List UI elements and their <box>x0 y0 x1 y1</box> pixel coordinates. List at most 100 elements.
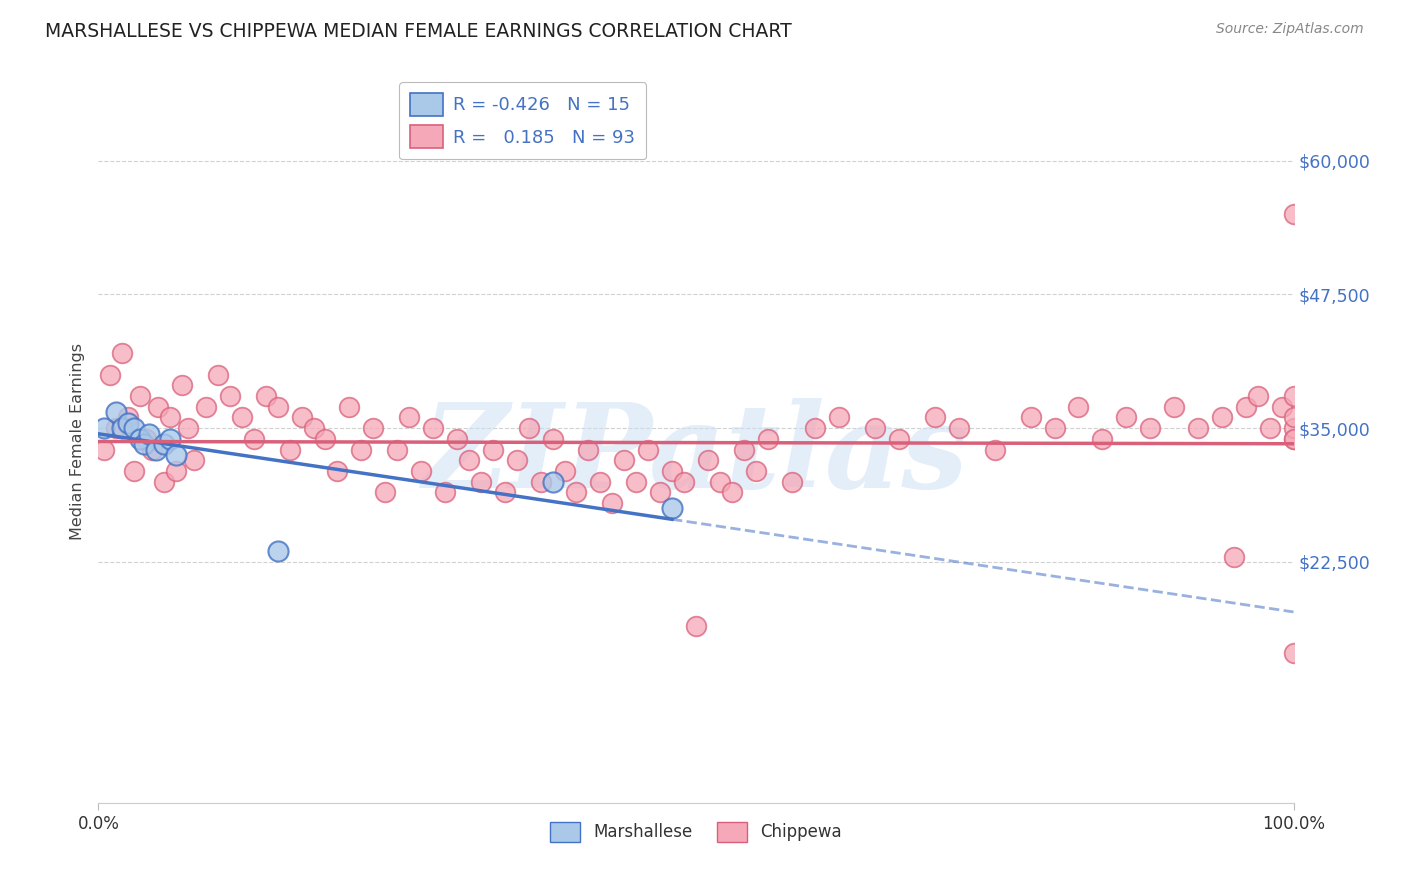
Point <box>183 453 205 467</box>
Point <box>1187 421 1209 435</box>
Point <box>1091 432 1114 446</box>
Point <box>177 421 200 435</box>
Point <box>374 485 396 500</box>
Point <box>1211 410 1233 425</box>
Point <box>363 421 385 435</box>
Point <box>1282 207 1305 221</box>
Point <box>661 501 683 516</box>
Point <box>685 619 707 633</box>
Point <box>602 496 624 510</box>
Point <box>141 442 163 457</box>
Point <box>673 475 696 489</box>
Point <box>924 410 946 425</box>
Point <box>117 416 139 430</box>
Point <box>733 442 755 457</box>
Point <box>948 421 970 435</box>
Point <box>1282 432 1305 446</box>
Point <box>541 475 564 489</box>
Point <box>153 475 176 489</box>
Point <box>889 432 911 446</box>
Point <box>207 368 229 382</box>
Point <box>458 453 481 467</box>
Point <box>145 442 167 457</box>
Point <box>984 442 1007 457</box>
Point <box>132 437 155 451</box>
Point <box>721 485 744 500</box>
Point <box>254 389 277 403</box>
Point <box>865 421 887 435</box>
Point <box>422 421 444 435</box>
Point <box>124 421 146 435</box>
Point <box>129 432 152 446</box>
Point <box>195 400 218 414</box>
Point <box>494 485 516 500</box>
Point <box>267 400 290 414</box>
Point <box>153 437 176 451</box>
Point <box>111 421 134 435</box>
Point <box>470 475 492 489</box>
Point <box>98 368 122 382</box>
Point <box>111 346 134 360</box>
Point <box>385 442 409 457</box>
Point <box>231 410 253 425</box>
Point <box>1282 646 1305 660</box>
Point <box>1043 421 1066 435</box>
Text: MARSHALLESE VS CHIPPEWA MEDIAN FEMALE EARNINGS CORRELATION CHART: MARSHALLESE VS CHIPPEWA MEDIAN FEMALE EA… <box>45 22 792 41</box>
Point <box>1282 410 1305 425</box>
Point <box>709 475 731 489</box>
Point <box>1282 432 1305 446</box>
Point <box>117 410 139 425</box>
Point <box>159 410 181 425</box>
Point <box>434 485 457 500</box>
Point <box>650 485 672 500</box>
Point <box>138 426 160 441</box>
Point <box>828 410 851 425</box>
Point <box>745 464 768 478</box>
Point <box>93 421 115 435</box>
Text: Source: ZipAtlas.com: Source: ZipAtlas.com <box>1216 22 1364 37</box>
Point <box>804 421 827 435</box>
Point <box>326 464 349 478</box>
Point <box>756 432 779 446</box>
Point <box>613 453 636 467</box>
Point <box>291 410 314 425</box>
Point <box>148 400 170 414</box>
Point <box>661 464 683 478</box>
Point <box>554 464 576 478</box>
Point <box>1163 400 1185 414</box>
Point <box>626 475 648 489</box>
Point <box>105 405 128 419</box>
Point <box>93 442 115 457</box>
Point <box>105 421 128 435</box>
Point <box>506 453 529 467</box>
Point <box>1282 389 1305 403</box>
Point <box>517 421 540 435</box>
Point <box>165 464 187 478</box>
Point <box>172 378 194 392</box>
Point <box>1234 400 1257 414</box>
Legend: Marshallese, Chippewa: Marshallese, Chippewa <box>543 815 849 848</box>
Point <box>398 410 420 425</box>
Text: ZIPatlas: ZIPatlas <box>423 399 969 514</box>
Point <box>267 544 290 558</box>
Point <box>446 432 468 446</box>
Point <box>302 421 325 435</box>
Point <box>278 442 301 457</box>
Point <box>411 464 433 478</box>
Point <box>578 442 600 457</box>
Point <box>124 464 146 478</box>
Y-axis label: Median Female Earnings: Median Female Earnings <box>70 343 86 540</box>
Point <box>339 400 361 414</box>
Point <box>165 448 187 462</box>
Point <box>1019 410 1042 425</box>
Point <box>350 442 373 457</box>
Point <box>159 432 181 446</box>
Point <box>1247 389 1270 403</box>
Point <box>541 432 564 446</box>
Point <box>1115 410 1137 425</box>
Point <box>243 432 266 446</box>
Point <box>565 485 588 500</box>
Point <box>129 389 152 403</box>
Point <box>219 389 242 403</box>
Point <box>589 475 612 489</box>
